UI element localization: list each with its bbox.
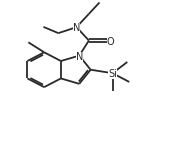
Text: N: N [73, 23, 80, 33]
Text: O: O [107, 37, 114, 46]
Text: Si: Si [108, 69, 117, 79]
Text: N: N [76, 52, 83, 62]
